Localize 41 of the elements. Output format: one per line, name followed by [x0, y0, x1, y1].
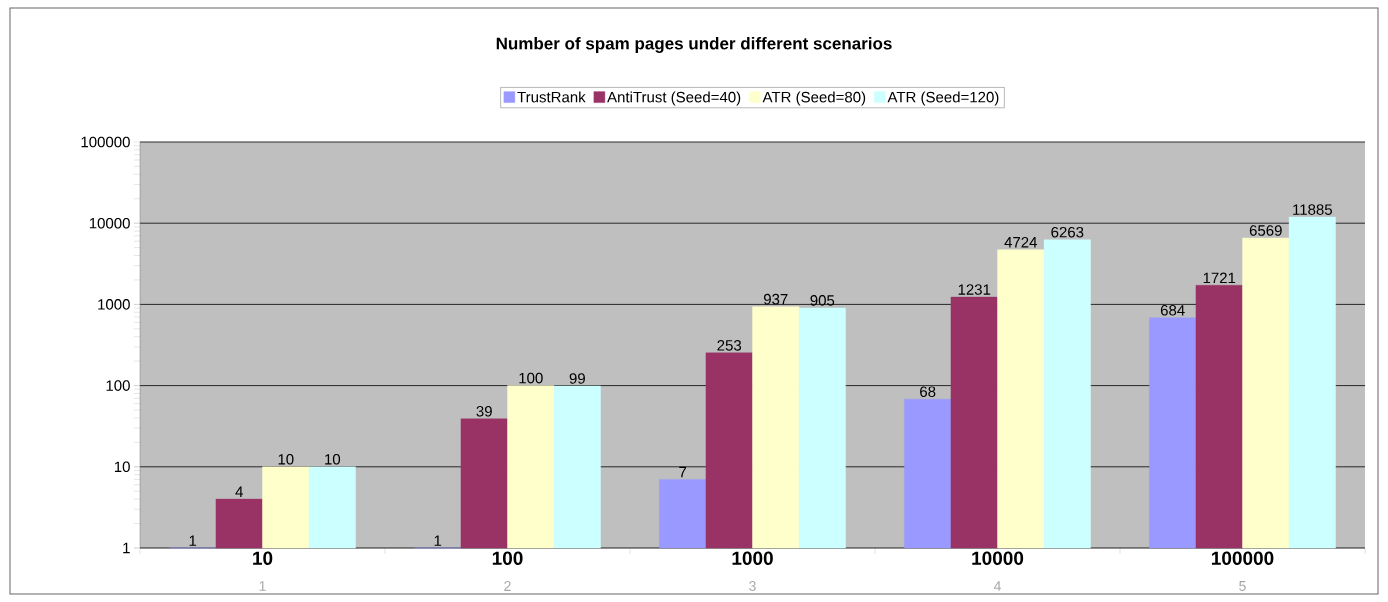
legend-label: TrustRank — [517, 91, 586, 103]
y-tick-label: 1 — [123, 542, 130, 554]
data-label: 1 — [189, 535, 197, 546]
data-label: 1721 — [1203, 272, 1236, 284]
text: 1 — [259, 581, 266, 591]
legend-label: ATR (Seed=80) — [762, 91, 866, 106]
legend-label: ATR (Seed=120) — [887, 91, 999, 106]
data-label: 937 — [763, 293, 788, 305]
x-tick-label: 1000 — [732, 551, 773, 565]
data-label: 7 — [679, 466, 687, 478]
y-tick-label: 100 — [106, 380, 130, 391]
y-tick-label: 100000 — [81, 136, 130, 148]
legend-label: AntiTrust (Seed=40) — [607, 91, 741, 106]
data-label: 99 — [569, 373, 585, 384]
x-tick-label: 100 — [492, 551, 523, 565]
data-label: 1231 — [958, 284, 991, 295]
y-tick-label: 10000 — [89, 217, 130, 229]
chart-title: Number of spam pages under different scenarios — [496, 37, 892, 53]
data-label: 684 — [1160, 304, 1185, 316]
x-tick-label: 10000 — [972, 551, 1024, 565]
data-label: 6263 — [1051, 226, 1084, 238]
y-tick-label: 10 — [114, 461, 130, 473]
data-label: 39 — [476, 405, 492, 417]
data-label: 10 — [325, 453, 341, 465]
text: 4 — [993, 581, 1001, 591]
data-label: 4 — [235, 486, 243, 497]
data-label: 4724 — [1004, 236, 1038, 248]
y-tick-label: 1000 — [98, 299, 130, 310]
data-label: 905 — [810, 295, 835, 306]
data-label: 6569 — [1249, 225, 1282, 236]
x-tick-label: 10 — [253, 551, 273, 565]
data-label: 1 — [434, 535, 442, 546]
data-label: 10 — [278, 453, 294, 465]
text: 2 — [504, 581, 511, 591]
x-tick-label: 100000 — [1211, 551, 1274, 565]
data-label: 253 — [717, 340, 742, 351]
text: 5 — [1239, 581, 1246, 591]
data-label: 11885 — [1293, 204, 1332, 215]
text: 3 — [749, 581, 756, 591]
data-label: 68 — [920, 386, 936, 397]
data-label: 100 — [519, 372, 543, 384]
